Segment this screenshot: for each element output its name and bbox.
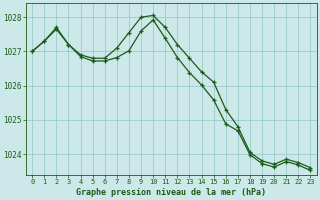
X-axis label: Graphe pression niveau de la mer (hPa): Graphe pression niveau de la mer (hPa) [76, 188, 266, 197]
